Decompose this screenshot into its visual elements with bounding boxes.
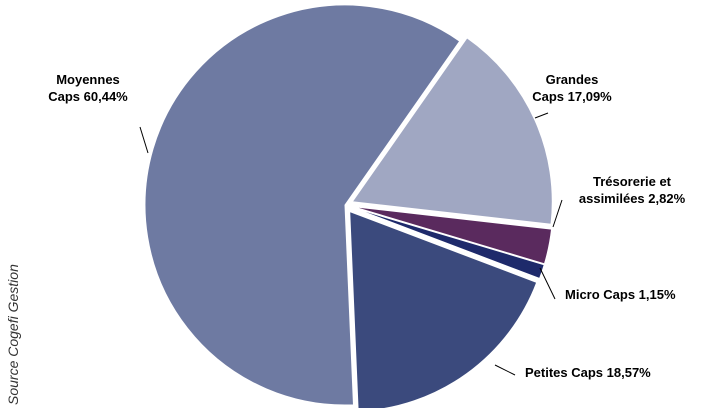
slice-petites-caps	[349, 210, 538, 408]
label-line: Grandes	[546, 72, 599, 87]
label-micro-caps: Micro Caps 1,15%	[565, 287, 676, 302]
slice-tresorerie-et-assimilees	[352, 206, 553, 265]
slice-moyennes-caps	[144, 4, 461, 406]
label-line: Trésorerie et	[593, 174, 672, 189]
leader-line-moyennes-caps	[139, 126, 149, 154]
label-line: Petites Caps 18,57%	[525, 365, 651, 380]
label-line: Caps 17,09%	[532, 89, 612, 104]
leader-line-micro-caps	[539, 267, 556, 300]
leader-lines	[139, 112, 563, 376]
pie-slices	[144, 4, 553, 408]
label-line: Caps 60,44%	[48, 89, 128, 104]
label-line: Moyennes	[56, 72, 120, 87]
slice-grandes-caps	[351, 37, 553, 225]
source-note: Source Cogefi Gestion	[5, 264, 21, 405]
slice-labels: Grandes Caps 17,09% Trésorerie et assimilée…	[48, 72, 685, 380]
label-line: Micro Caps 1,15%	[565, 287, 676, 302]
leader-line-tresorerie-et-assimilees	[552, 199, 563, 228]
label-line: assimilées 2,82%	[579, 191, 686, 206]
label-moyennes-caps: Moyennes Caps 60,44%	[48, 72, 128, 104]
leader-line-grandes-caps	[534, 112, 549, 119]
label-petites-caps: Petites Caps 18,57%	[525, 365, 651, 380]
leader-line-petites-caps	[494, 364, 516, 376]
label-tresorerie-et-assimilees: Trésorerie et assimilées 2,82%	[579, 174, 686, 206]
label-grandes-caps: Grandes Caps 17,09%	[532, 72, 612, 104]
